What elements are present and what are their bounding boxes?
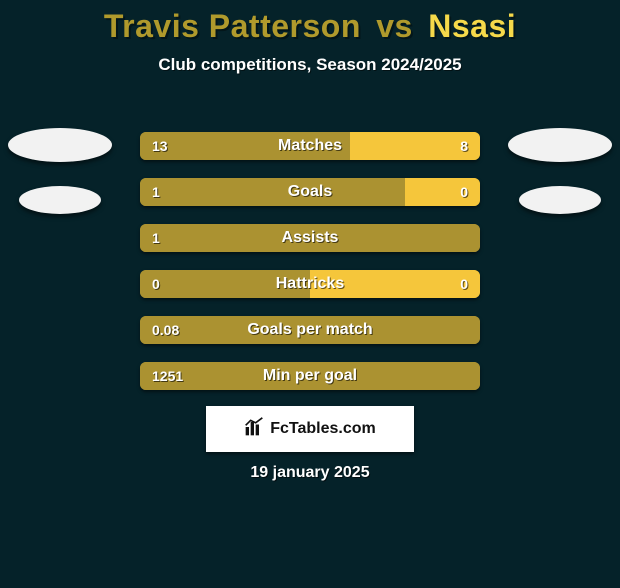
stat-bar: 1251Min per goal: [140, 362, 480, 390]
avatar-placeholder: [519, 186, 601, 214]
player-right-name: Nsasi: [428, 8, 516, 44]
stat-label: Matches: [140, 132, 480, 160]
avatar-placeholder: [8, 128, 112, 162]
stat-bar: 0.08Goals per match: [140, 316, 480, 344]
stat-label: Goals per match: [140, 316, 480, 344]
stat-label: Assists: [140, 224, 480, 252]
player-left-name: Travis Patterson: [104, 8, 361, 44]
brand-badge: FcTables.com: [206, 406, 414, 452]
avatar-placeholder: [508, 128, 612, 162]
brand-label: FcTables.com: [270, 420, 376, 438]
report-date: 19 january 2025: [0, 464, 620, 482]
stat-bar: 1Assists: [140, 224, 480, 252]
brand-icon: [244, 417, 264, 442]
stat-label: Hattricks: [140, 270, 480, 298]
subtitle: Club competitions, Season 2024/2025: [0, 55, 620, 75]
stat-bar: 00Hattricks: [140, 270, 480, 298]
right-avatar-column: [500, 128, 620, 214]
left-avatar-column: [0, 128, 120, 214]
stat-label: Goals: [140, 178, 480, 206]
vs-separator: vs: [376, 8, 413, 44]
stat-bars: 138Matches 10Goals 1Assists 00Hattricks 0.08…: [140, 132, 480, 390]
comparison-title: Travis Patterson vs Nsasi: [0, 8, 620, 45]
stat-label: Min per goal: [140, 362, 480, 390]
stat-bar: 138Matches: [140, 132, 480, 160]
avatar-placeholder: [19, 186, 101, 214]
stat-bar: 10Goals: [140, 178, 480, 206]
